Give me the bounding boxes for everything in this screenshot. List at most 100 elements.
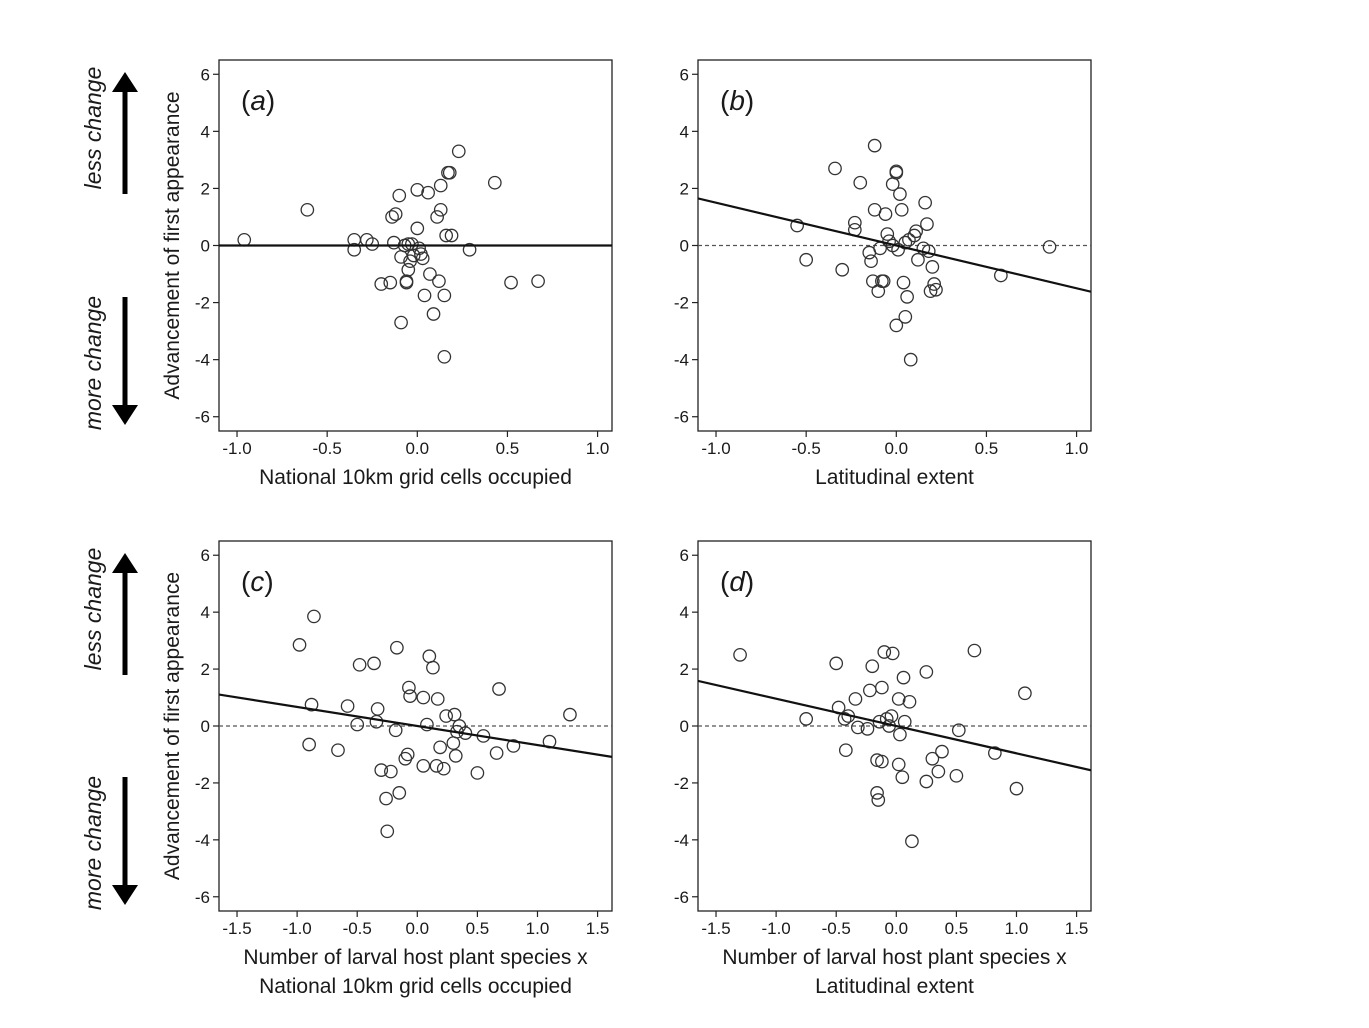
panel-tag: (a) (241, 85, 275, 116)
data-point (432, 274, 446, 289)
panel-tag: (c) (241, 566, 274, 597)
x-tick-label: -1.0 (761, 919, 790, 938)
data-point (829, 656, 844, 671)
data-point (873, 241, 887, 256)
data-point (531, 274, 545, 289)
data-point (853, 175, 868, 190)
data-point (383, 275, 398, 290)
more-change-label: more change (80, 296, 106, 430)
x-tick-label: 0.0 (405, 439, 429, 458)
data-point (504, 275, 518, 290)
y-axis-label: Advancement of first appearance (161, 572, 184, 880)
data-point (877, 645, 892, 659)
panel-tag-close: ) (264, 566, 273, 597)
data-point (439, 228, 453, 243)
data-point (949, 768, 964, 783)
fit-line (219, 693, 612, 758)
data-point (847, 215, 862, 230)
data-point (894, 202, 909, 217)
x-tick-label: 0.0 (884, 919, 908, 938)
data-point (374, 277, 389, 291)
y-tick-label: 4 (680, 603, 689, 622)
data-point (799, 712, 814, 726)
data-point (302, 737, 316, 752)
data-point (867, 138, 882, 153)
x-tick-label: -0.5 (343, 919, 372, 938)
data-point (405, 237, 419, 251)
data-point (492, 682, 506, 696)
data-point (410, 221, 425, 236)
x-axis-label: Number of larval host plant species x (243, 946, 588, 969)
data-point (448, 749, 463, 763)
data-point (919, 774, 934, 789)
x-axis-label: National 10km grid cells occupied (259, 975, 572, 998)
data-point (925, 260, 940, 274)
data-point (900, 290, 914, 304)
y-tick-label: -4 (195, 351, 210, 370)
data-point (884, 709, 899, 723)
panel-tag-letter: a (250, 85, 266, 116)
y-tick-label: -6 (674, 888, 689, 907)
y-tick-label: 0 (201, 237, 210, 256)
data-point (1018, 686, 1032, 701)
data-point (895, 770, 910, 785)
less-change-label: less change (80, 67, 106, 190)
y-tick-label: 4 (201, 603, 210, 622)
data-point (864, 254, 878, 269)
data-point (402, 680, 416, 695)
y-tick-label: -6 (195, 408, 210, 427)
data-point (902, 232, 916, 247)
y-tick-label: -6 (195, 888, 210, 907)
more-change-label: more change (80, 776, 106, 910)
y-tick-label: 6 (680, 65, 689, 84)
data-point (923, 284, 938, 299)
data-point (733, 647, 747, 662)
data-point (860, 721, 875, 736)
data-point (394, 315, 408, 330)
x-tick-label: 0.0 (884, 439, 908, 458)
x-tick-label: 1.0 (1065, 439, 1089, 458)
down-arrow-head (112, 885, 138, 905)
data-point (850, 720, 865, 735)
x-tick-label: -1.0 (222, 439, 251, 458)
data-point (392, 786, 407, 800)
x-tick-label: -1.0 (282, 919, 311, 938)
data-point (430, 210, 444, 224)
data-point (439, 709, 453, 723)
y-tick-label: -6 (674, 408, 689, 427)
data-point (444, 228, 459, 243)
panel-tag-open: ( (241, 566, 251, 597)
data-point (412, 241, 426, 256)
down-arrow-head (112, 405, 138, 425)
data-point (451, 144, 466, 159)
less-change-label: less change (80, 548, 106, 671)
panel-tag-letter: d (729, 566, 746, 597)
data-point (919, 665, 934, 679)
panel-a: 6 4 2 0 -2 -4 -6 -1.0 -0.5 0.0 0.5 1.0 National 10km… (161, 59, 613, 489)
data-point (392, 188, 407, 203)
x-tick-label: 0.5 (466, 919, 490, 938)
data-point (903, 352, 918, 367)
data-point (433, 178, 448, 193)
data-point (304, 697, 319, 712)
data-point (835, 262, 850, 277)
x-tick-label: -0.5 (313, 439, 342, 458)
data-point (447, 707, 462, 722)
data-point (292, 638, 307, 652)
data-point (426, 307, 441, 321)
data-point (437, 349, 452, 364)
data-point (400, 747, 415, 762)
data-point (367, 656, 381, 671)
panel-tag-close: ) (745, 85, 754, 116)
panel-tag: (b) (720, 85, 754, 116)
data-point (379, 791, 393, 806)
data-point (893, 727, 907, 742)
x-axis-label: Latitudinal extent (815, 466, 974, 489)
data-point (909, 224, 923, 239)
data-point (437, 288, 452, 303)
data-point (871, 793, 886, 807)
data-point (925, 751, 940, 766)
y-tick-label: 2 (201, 179, 210, 198)
data-point (896, 670, 911, 685)
